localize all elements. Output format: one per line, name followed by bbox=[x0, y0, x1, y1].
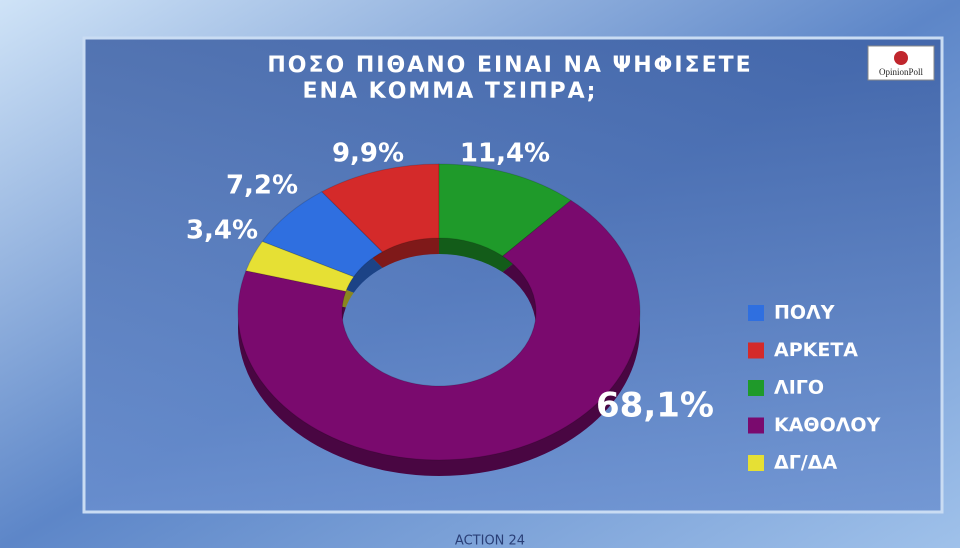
brand: ACTION 24 bbox=[455, 534, 525, 548]
legend-label: ΑΡΚΕΤΑ bbox=[774, 339, 858, 361]
data-label: 9,9% bbox=[332, 139, 404, 169]
legend-label: ΠΟΛΥ bbox=[774, 302, 835, 324]
legend-swatch bbox=[748, 455, 764, 471]
slice bbox=[237, 199, 641, 461]
data-label: 3,4% bbox=[186, 216, 258, 246]
chart-title: ΕΝΑ ΚΟΜΜΑ ΤΣΙΠΡΑ; bbox=[303, 79, 598, 104]
legend-label: ΔΓ/ΔΑ bbox=[774, 452, 837, 474]
slice bbox=[438, 163, 572, 257]
logo-icon bbox=[894, 51, 908, 65]
slice bbox=[245, 240, 355, 292]
legend-swatch bbox=[748, 417, 764, 434]
data-label: 11,4% bbox=[460, 139, 550, 169]
legend-swatch bbox=[748, 342, 764, 359]
legend-swatch bbox=[748, 305, 764, 321]
slice bbox=[321, 163, 440, 253]
slice bbox=[261, 191, 384, 278]
data-label: 68,1% bbox=[596, 386, 714, 426]
source: OpinionPoll bbox=[879, 67, 924, 77]
chart-title: ΠΟΣΟ ΠΙΘΑΝΟ ΕΙΝΑΙ ΝΑ ΨΗΦΙΣΕΤΕ bbox=[267, 53, 752, 78]
data-label: 7,2% bbox=[226, 171, 298, 201]
legend-swatch bbox=[748, 380, 764, 396]
legend-label: ΚΑΘΟΛΟΥ bbox=[774, 414, 881, 436]
legend-label: ΛΙΓΟ bbox=[774, 377, 824, 399]
